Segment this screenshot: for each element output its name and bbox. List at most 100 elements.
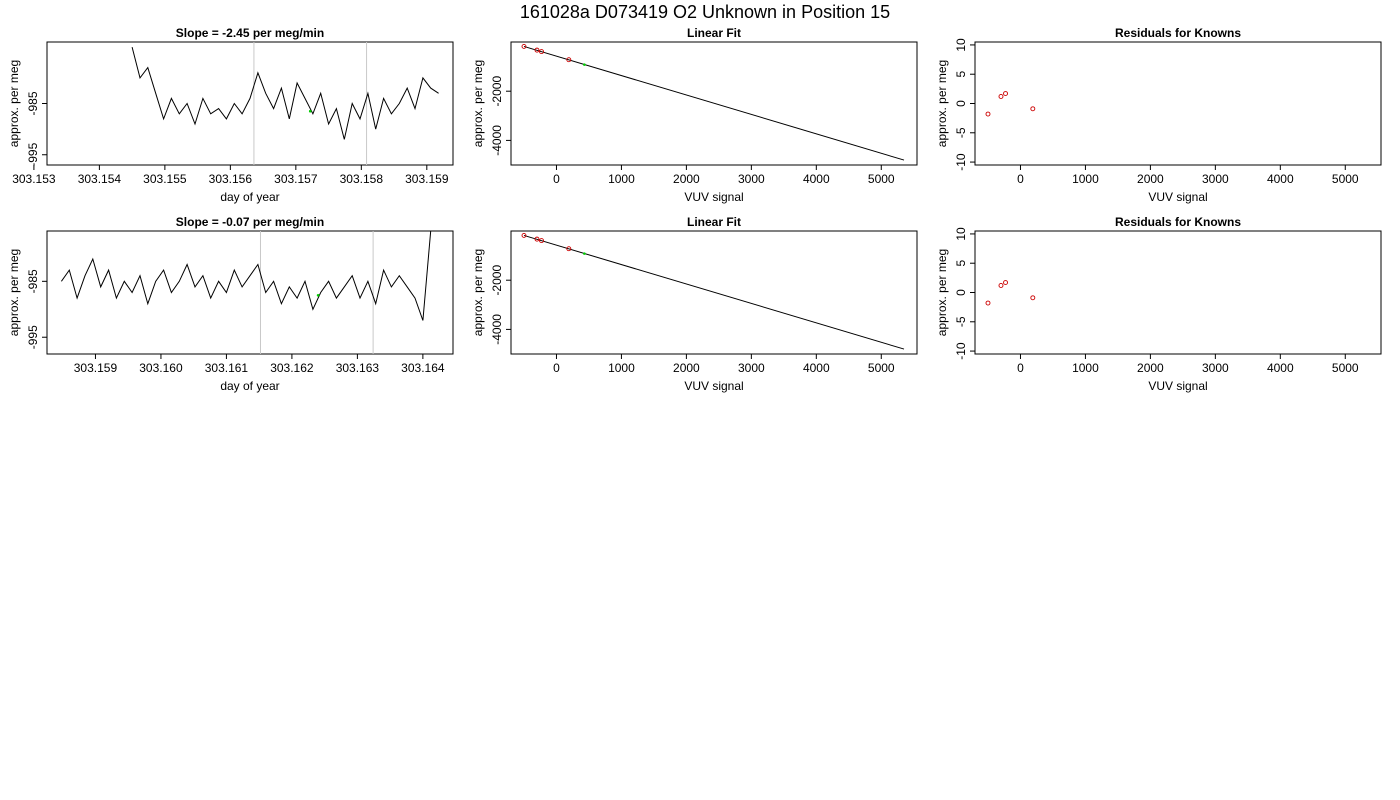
chart-panel-2: Linear Fit 0 1000 2000 3000 4000 5000 -2000 -400… — [471, 26, 918, 204]
data-point — [566, 246, 572, 252]
x-tick-label: 303.157 — [274, 172, 318, 186]
y-axis-label: approx. per meg — [935, 60, 949, 147]
x-tick-label: 0 — [553, 361, 560, 375]
x-axis-label: VUV signal — [1148, 379, 1207, 393]
data-point — [539, 49, 544, 55]
x-tick-label: 0 — [553, 172, 560, 186]
y-tick-label: -10 — [954, 342, 968, 360]
plot-frame — [974, 230, 1382, 355]
fit-line — [523, 45, 905, 161]
data-point — [566, 57, 572, 63]
plot-area — [60, 231, 432, 354]
x-tick-label: 1000 — [1072, 172, 1099, 186]
x-tick-label: 5000 — [1332, 361, 1359, 375]
chart-panel-4: Slope = -0.07 per meg/min 303.159 303.160 3… — [7, 215, 454, 393]
x-tick-label: 303.164 — [401, 361, 445, 375]
data-point — [534, 236, 540, 242]
x-tick-label: 4000 — [1267, 361, 1294, 375]
x-axis-label: VUV signal — [1148, 190, 1207, 204]
x-tick-label: 303.159 — [405, 172, 449, 186]
y-axis-label: approx. per meg — [935, 249, 949, 336]
x-tick-label: 2000 — [1137, 361, 1164, 375]
x-tick-label: 303.156 — [209, 172, 253, 186]
x-tick-label: 4000 — [1267, 172, 1294, 186]
chart-title: Linear Fit — [687, 26, 741, 40]
highlight-point — [308, 109, 312, 113]
data-point — [534, 47, 540, 53]
x-tick-label: 2000 — [1137, 172, 1164, 186]
chart-panel-5: Linear Fit 0 1000 2000 3000 4000 5000 -2000 -400… — [471, 215, 918, 393]
y-axis-label: approx. per meg — [471, 249, 485, 336]
x-tick-label: 5000 — [868, 361, 895, 375]
x-tick-label: 3000 — [1202, 361, 1229, 375]
y-axis-label: approx. per meg — [7, 249, 21, 336]
plot-frame — [510, 41, 918, 166]
x-tick-label: 0 — [1017, 172, 1024, 186]
highlight-point — [583, 63, 586, 66]
x-tick-label: 303.160 — [139, 361, 183, 375]
plot-frame — [46, 230, 454, 355]
x-tick-label: 3000 — [738, 361, 765, 375]
series-line — [131, 46, 439, 140]
plot-frame — [510, 230, 918, 355]
data-point — [998, 94, 1004, 99]
x-tick-label: 1000 — [1072, 361, 1099, 375]
fit-line — [523, 234, 905, 350]
x-tick-label: 303.158 — [340, 172, 384, 186]
data-point — [521, 43, 527, 49]
y-tick-label: -2000 — [490, 76, 504, 107]
x-tick-label: 303.153 — [12, 172, 56, 186]
chart-title: Slope = -2.45 per meg/min — [176, 26, 324, 40]
y-tick-label: -995 — [26, 325, 40, 349]
x-tick-label: 4000 — [803, 172, 830, 186]
x-tick-label: 3000 — [738, 172, 765, 186]
x-tick-label: 0 — [1017, 361, 1024, 375]
y-tick-label: -5 — [954, 127, 968, 138]
plot-area — [131, 42, 439, 165]
x-tick-label: 3000 — [1202, 172, 1229, 186]
y-tick-label: 10 — [954, 227, 968, 241]
plot-area — [521, 232, 905, 350]
y-tick-label: -10 — [954, 153, 968, 171]
x-axis-label: day of year — [220, 190, 279, 204]
x-tick-label: 1000 — [608, 361, 635, 375]
x-tick-label: 1000 — [608, 172, 635, 186]
y-tick-label: -985 — [26, 269, 40, 293]
data-point — [985, 300, 991, 306]
x-axis-label: VUV signal — [684, 379, 743, 393]
chart-title: Residuals for Knowns — [1115, 215, 1241, 229]
data-point — [1030, 106, 1036, 112]
y-tick-label: 0 — [954, 100, 968, 107]
x-tick-label: 303.162 — [270, 361, 314, 375]
x-tick-label: 2000 — [673, 172, 700, 186]
y-tick-label: 5 — [954, 71, 968, 78]
series-line — [60, 231, 432, 321]
x-tick-label: 303.154 — [78, 172, 122, 186]
x-axis-label: VUV signal — [684, 190, 743, 204]
highlight-point — [316, 293, 320, 297]
x-tick-label: 5000 — [1332, 172, 1359, 186]
chart-title: Residuals for Knowns — [1115, 26, 1241, 40]
data-point — [998, 283, 1004, 288]
x-tick-label: 303.159 — [74, 361, 118, 375]
plot-frame — [974, 41, 1382, 166]
data-point — [539, 238, 544, 244]
plot-area — [985, 280, 1036, 306]
y-tick-label: 10 — [954, 38, 968, 52]
x-tick-label: 303.163 — [336, 361, 380, 375]
x-axis-label: day of year — [220, 379, 279, 393]
x-tick-label: 4000 — [803, 361, 830, 375]
x-tick-label: 5000 — [868, 172, 895, 186]
chart-title: Linear Fit — [687, 215, 741, 229]
chart-title: Slope = -0.07 per meg/min — [176, 215, 324, 229]
plot-frame — [46, 41, 454, 166]
y-tick-label: -995 — [26, 142, 40, 166]
data-point — [521, 232, 527, 238]
chart-panel-1: Slope = -2.45 per meg/min 303.153 303.154 3… — [7, 26, 454, 204]
y-tick-label: 0 — [954, 289, 968, 296]
y-axis-label: approx. per meg — [7, 60, 21, 147]
y-tick-label: -5 — [954, 316, 968, 327]
data-point — [1030, 295, 1036, 301]
data-point — [985, 111, 991, 117]
